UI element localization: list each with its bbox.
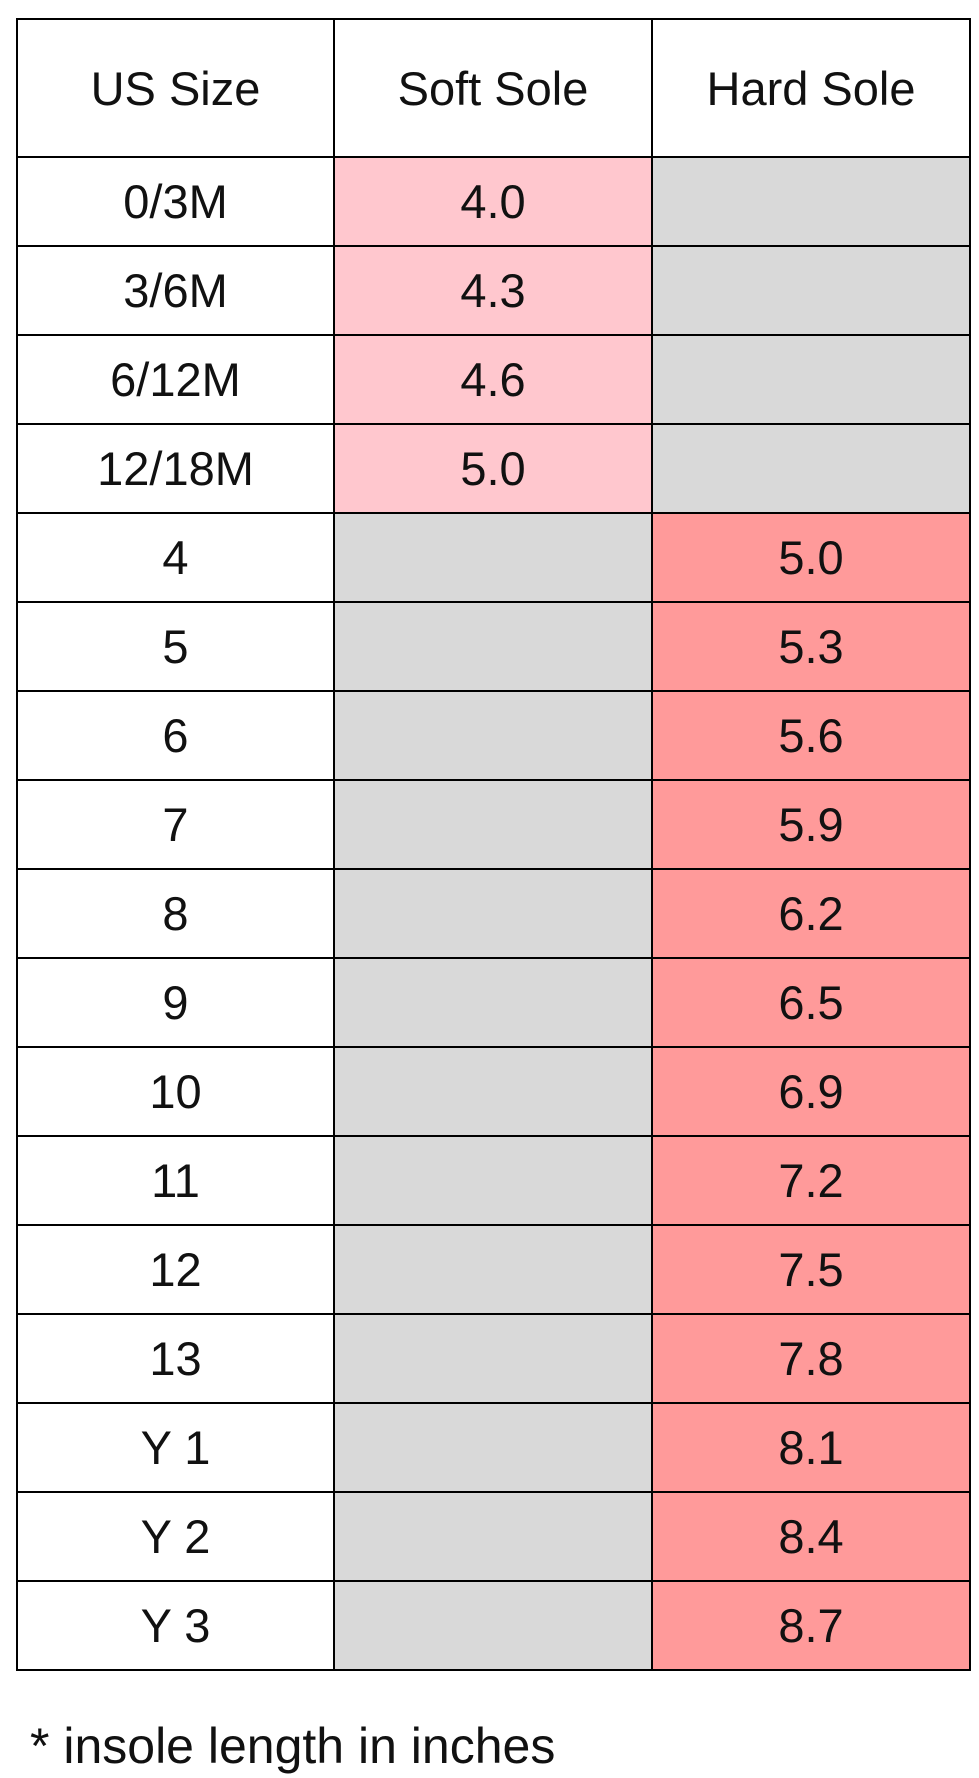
table-row: 6 5.6	[16, 690, 971, 781]
size-cell: 13	[16, 1313, 335, 1404]
size-cell: 5	[16, 601, 335, 692]
length-cell: 7.2	[651, 1135, 971, 1226]
header-cell: Soft Sole	[333, 18, 653, 158]
size-cell: 3/6M	[16, 245, 335, 336]
length-cell: 5.9	[651, 779, 971, 870]
size-cell: 12/18M	[16, 423, 335, 514]
length-cell: 6.2	[651, 868, 971, 959]
size-cell: Y 1	[16, 1402, 335, 1493]
empty-cell	[333, 1402, 653, 1493]
size-cell: 0/3M	[16, 156, 335, 247]
header-cell: Hard Sole	[651, 18, 971, 158]
size-cell: 10	[16, 1046, 335, 1137]
table-row: 11 7.2	[16, 1135, 971, 1226]
table-row: 0/3M 4.0	[16, 156, 971, 247]
length-cell: 8.4	[651, 1491, 971, 1582]
empty-cell	[651, 334, 971, 425]
size-cell: 4	[16, 512, 335, 603]
length-cell: 7.5	[651, 1224, 971, 1315]
length-cell: 7.8	[651, 1313, 971, 1404]
empty-cell	[651, 156, 971, 247]
size-cell: Y 3	[16, 1580, 335, 1671]
length-cell: 8.1	[651, 1402, 971, 1493]
length-cell: 8.7	[651, 1580, 971, 1671]
empty-cell	[333, 601, 653, 692]
empty-cell	[333, 1135, 653, 1226]
size-cell: Y 2	[16, 1491, 335, 1582]
empty-cell	[333, 690, 653, 781]
table-row: 7 5.9	[16, 779, 971, 870]
header-row: US Size Soft Sole Hard Sole	[16, 18, 971, 158]
empty-cell	[333, 868, 653, 959]
empty-cell	[333, 1046, 653, 1137]
table-row: 9 6.5	[16, 957, 971, 1048]
table-row: 8 6.2	[16, 868, 971, 959]
table-row: 3/6M 4.3	[16, 245, 971, 336]
size-cell: 8	[16, 868, 335, 959]
table-row: 12/18M 5.0	[16, 423, 971, 514]
table-row: 4 5.0	[16, 512, 971, 603]
size-cell: 12	[16, 1224, 335, 1315]
length-cell: 5.0	[333, 423, 653, 514]
size-cell: 11	[16, 1135, 335, 1226]
empty-cell	[333, 957, 653, 1048]
empty-cell	[651, 245, 971, 336]
empty-cell	[333, 779, 653, 870]
size-table: US Size Soft Sole Hard Sole 0/3M 4.0 3/6M 4…	[16, 18, 971, 1671]
header-cell: US Size	[16, 18, 335, 158]
empty-cell	[333, 1491, 653, 1582]
length-cell: 4.6	[333, 334, 653, 425]
length-cell: 4.0	[333, 156, 653, 247]
table-row: Y 3 8.7	[16, 1580, 971, 1671]
length-cell: 5.3	[651, 601, 971, 692]
table-row: 5 5.3	[16, 601, 971, 692]
empty-cell	[333, 1580, 653, 1671]
length-cell: 5.0	[651, 512, 971, 603]
table-row: Y 2 8.4	[16, 1491, 971, 1582]
size-cell: 7	[16, 779, 335, 870]
table-row: 13 7.8	[16, 1313, 971, 1404]
table-body: 0/3M 4.0 3/6M 4.3 6/12M 4.6 12/18M 5.0 4 5.0 5 5.3 6…	[16, 156, 971, 1671]
table-row: 6/12M 4.6	[16, 334, 971, 425]
length-cell: 4.3	[333, 245, 653, 336]
length-cell: 5.6	[651, 690, 971, 781]
empty-cell	[333, 512, 653, 603]
table-row: Y 1 8.1	[16, 1402, 971, 1493]
empty-cell	[333, 1224, 653, 1315]
size-cell: 6	[16, 690, 335, 781]
table-row: 10 6.9	[16, 1046, 971, 1137]
size-cell: 6/12M	[16, 334, 335, 425]
empty-cell	[651, 423, 971, 514]
footnote: * insole length in inches	[30, 1718, 556, 1774]
length-cell: 6.5	[651, 957, 971, 1048]
length-cell: 6.9	[651, 1046, 971, 1137]
size-cell: 9	[16, 957, 335, 1048]
table-row: 12 7.5	[16, 1224, 971, 1315]
empty-cell	[333, 1313, 653, 1404]
